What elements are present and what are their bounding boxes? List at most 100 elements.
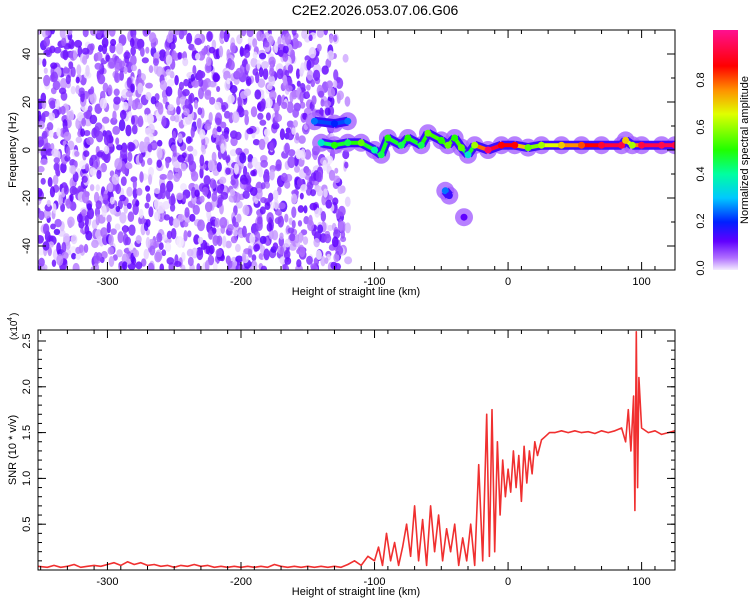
noise-blob (81, 117, 87, 127)
noise-blob (144, 202, 150, 209)
noise-blob (329, 34, 334, 44)
ridge-point (397, 141, 405, 149)
noise-blob (211, 227, 217, 234)
noise-blob (49, 100, 56, 110)
noise-blob (38, 110, 42, 122)
noise-blob (338, 220, 347, 233)
noise-blob (227, 94, 235, 104)
noise-blob (97, 44, 103, 53)
noise-blob (269, 169, 275, 181)
snr-data-point (442, 560, 444, 562)
noise-blob (143, 248, 150, 260)
noise-blob (165, 187, 171, 200)
noise-blob (287, 156, 296, 169)
snr-data-point (482, 560, 484, 562)
noise-blob (324, 257, 329, 265)
noise-blob (145, 91, 152, 101)
snr-data-point (133, 563, 135, 566)
snr-data-point (470, 523, 472, 525)
noise-blob (273, 198, 279, 210)
colorbar-tick-label: 0.4 (695, 166, 707, 181)
noise-blob (138, 208, 144, 219)
noise-blob (38, 120, 45, 130)
noise-blob (94, 62, 102, 70)
noise-blob (207, 159, 215, 172)
noise-blob (177, 213, 185, 222)
noise-blob (315, 171, 322, 183)
snr-data-point (327, 566, 329, 568)
noise-blob (86, 207, 95, 220)
noise-blob (143, 222, 149, 232)
noise-blob (137, 115, 144, 128)
y-scale-close: ) (9, 313, 20, 316)
x-tick-label: -200 (230, 276, 252, 288)
snr-data-point (630, 450, 632, 452)
noise-blob (230, 179, 236, 186)
noise-blob (208, 111, 213, 123)
x-axis-label: Height of straight line (km) (292, 586, 420, 598)
noise-blob (71, 252, 77, 260)
noise-blob (70, 66, 76, 78)
snr-data-point (474, 564, 476, 567)
ridge-point (441, 187, 449, 195)
noise-blob (114, 72, 121, 84)
noise-blob (327, 50, 334, 61)
noise-blob (212, 235, 219, 247)
noise-blob (112, 110, 117, 121)
noise-blob (59, 30, 66, 39)
snr-data-point (126, 561, 129, 563)
noise-blob (335, 77, 344, 89)
ridge-point (377, 151, 385, 159)
noise-blob (247, 248, 253, 258)
noise-blob (219, 30, 225, 39)
noise-blob (52, 174, 59, 186)
noise-blob (229, 189, 236, 197)
noise-blob (220, 191, 229, 200)
snr-data-point (488, 555, 490, 557)
noise-blob (302, 236, 309, 245)
noise-blob (108, 256, 115, 268)
noise-blob (194, 37, 202, 46)
snr-data-point (206, 564, 209, 567)
noise-blob (60, 105, 66, 115)
noise-blob (342, 53, 349, 63)
noise-blob (294, 234, 300, 244)
noise-blob (76, 213, 83, 223)
noise-blob (229, 149, 238, 157)
noise-blob (200, 144, 206, 153)
x-axis-label: Height of straight line (km) (292, 286, 420, 298)
snr-data-point (560, 430, 563, 432)
snr-data-point (627, 409, 629, 411)
noise-blob (299, 91, 304, 104)
noise-blob (127, 151, 133, 162)
noise-blob (61, 251, 69, 260)
snr-data-point (347, 563, 349, 566)
noise-blob (207, 255, 215, 266)
noise-blob (232, 111, 240, 124)
noise-blob (96, 30, 102, 39)
noise-blob (310, 263, 317, 270)
noise-blob (81, 209, 87, 217)
noise-blob (82, 30, 89, 38)
noise-blob (257, 78, 266, 88)
noise-blob (285, 85, 293, 92)
snr-data-point (624, 441, 627, 443)
noise-blob (195, 52, 201, 61)
noise-blob (193, 99, 199, 110)
noise-blob (130, 46, 137, 56)
snr-data-point (397, 564, 400, 567)
noise-blob (50, 71, 59, 83)
y-axis-label: Frequency (Hz) (7, 112, 19, 188)
noise-blob (70, 165, 76, 175)
snr-data-point (554, 431, 556, 434)
noise-blob (277, 49, 284, 57)
noise-blob (310, 79, 315, 88)
noise-blob (166, 257, 175, 265)
noise-blob (296, 80, 301, 87)
noise-blob (206, 31, 213, 42)
y-tick-label: 1.5 (21, 425, 33, 440)
noise-blob (235, 67, 244, 78)
noise-blob (287, 149, 296, 157)
noise-blob (262, 172, 269, 181)
noise-blob (163, 214, 171, 221)
